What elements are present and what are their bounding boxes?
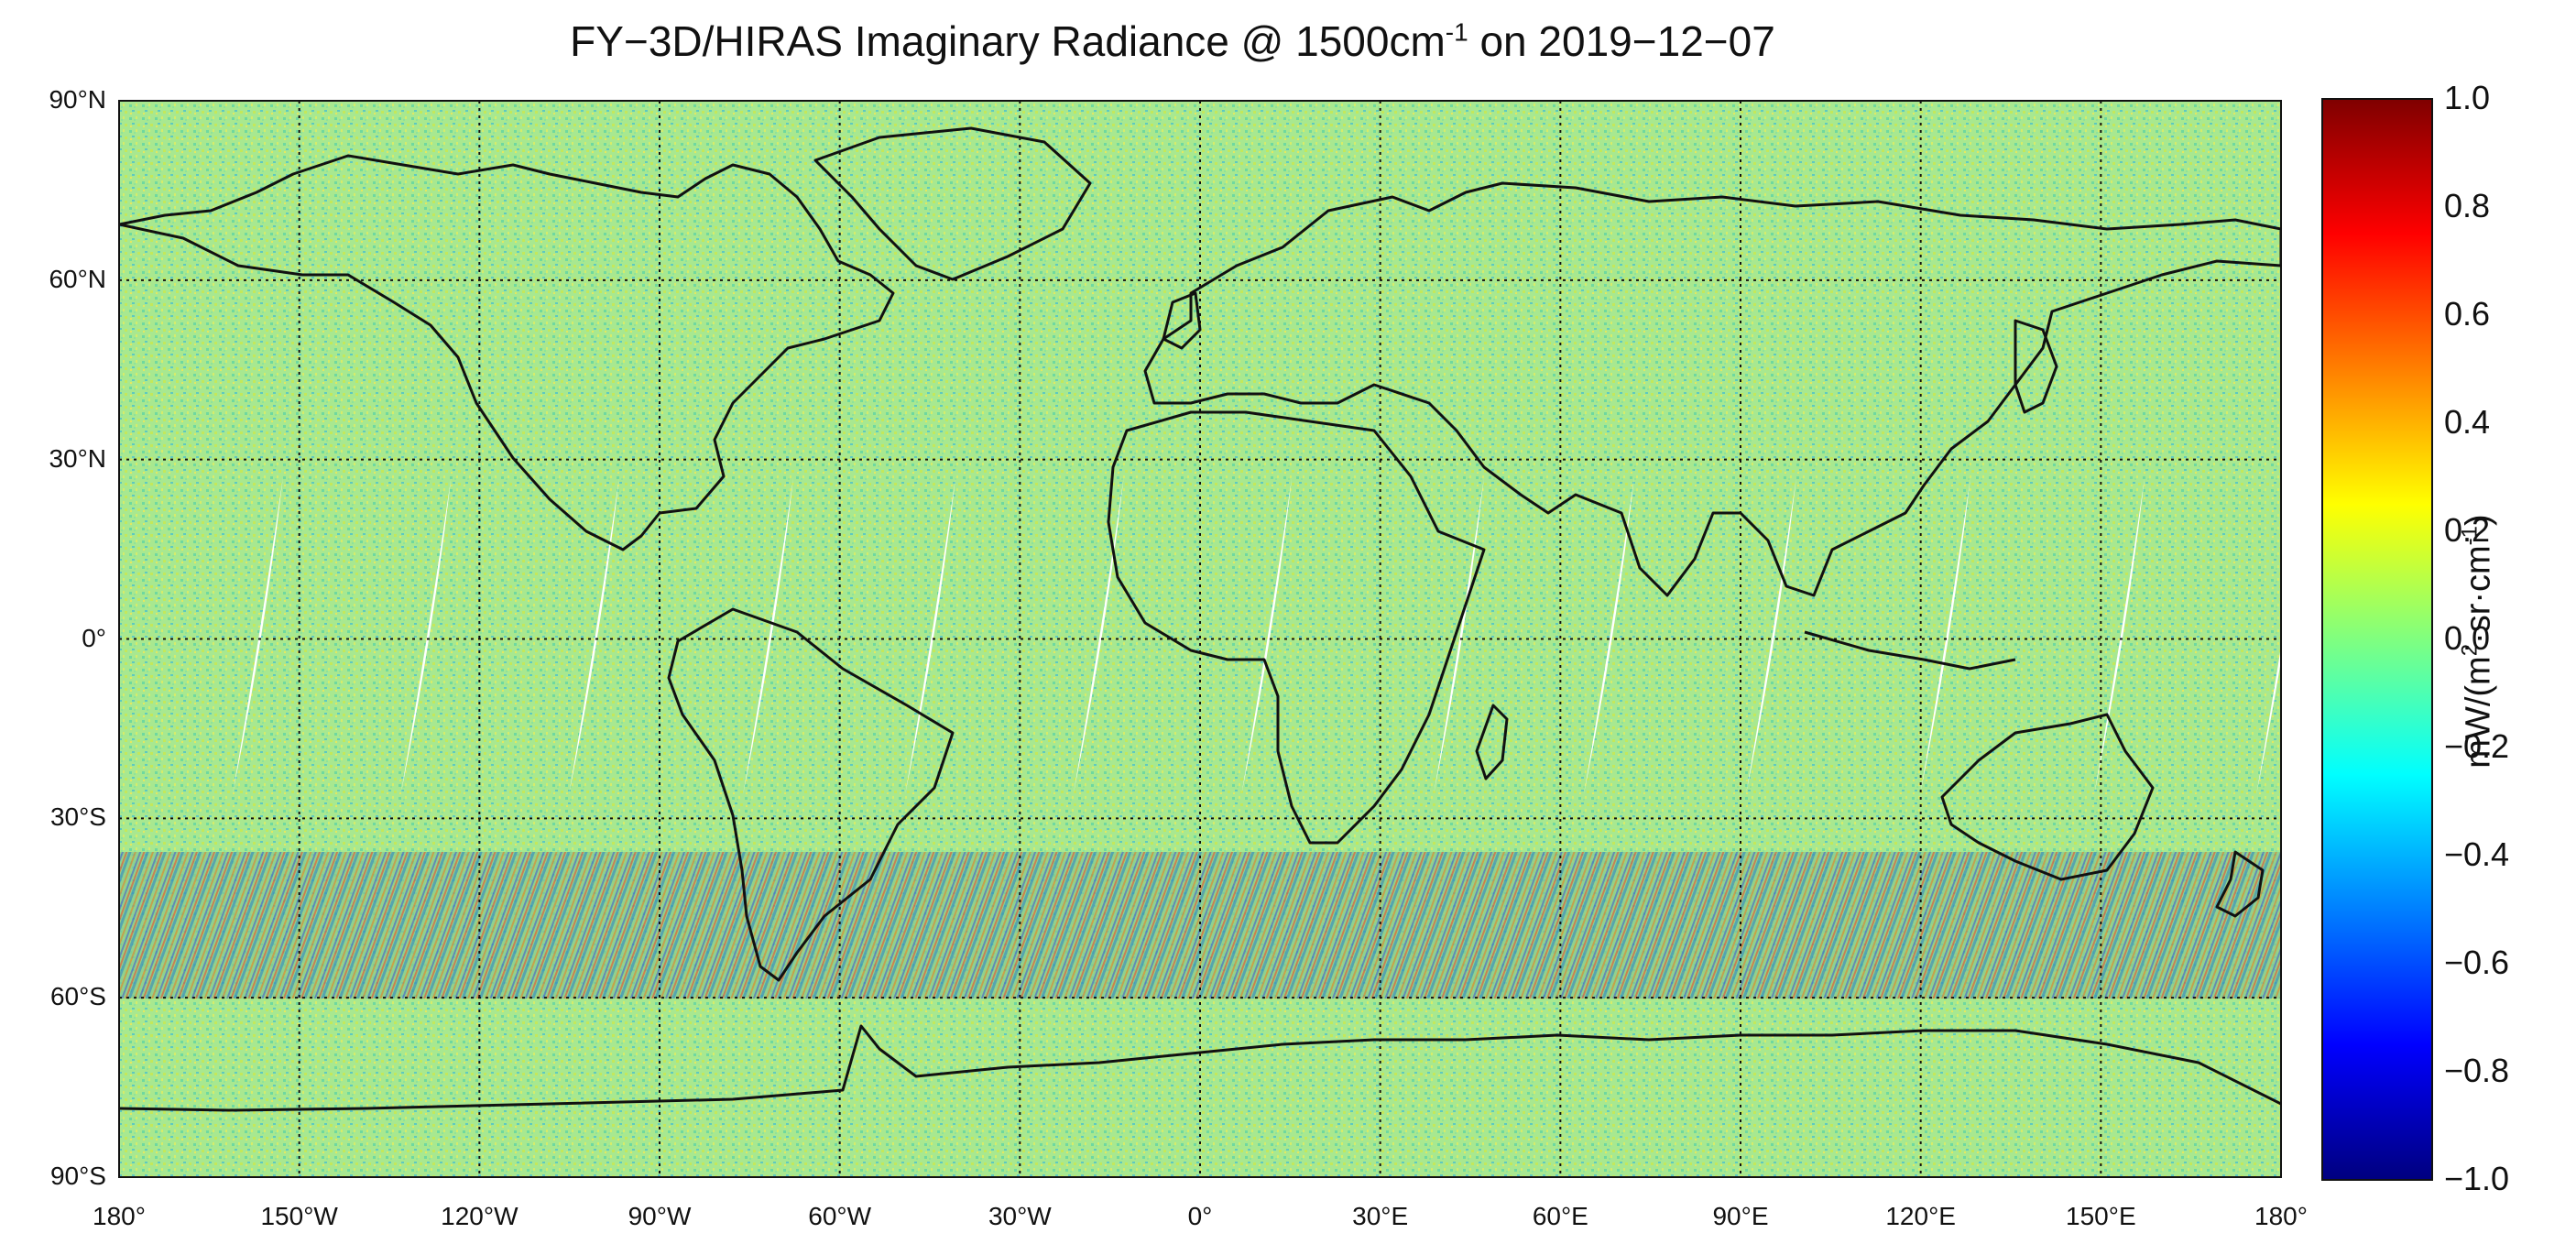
coast-britain	[1162, 291, 1202, 350]
lon-label-1: 150°W	[260, 1202, 338, 1230]
title-suffix: on 2019−12−07	[1468, 17, 1775, 65]
colorbar-tick-6: −0.2	[2444, 727, 2510, 765]
lat-label-6: 90°S	[49, 1162, 106, 1190]
colorbar-tick-10: −1.0	[2444, 1160, 2510, 1197]
colorbar-tick-5: 0.0	[2444, 619, 2491, 657]
lat-label-2: 30°N	[49, 443, 106, 473]
colorbar-tick-4: 0.2	[2444, 511, 2491, 549]
lat-label-0: 90°N	[49, 85, 106, 114]
colorbar-tick-1: 0.8	[2444, 187, 2491, 224]
lon-label-7: 30°E	[1352, 1202, 1409, 1230]
lon-label-4: 60°W	[808, 1202, 872, 1230]
coast-japan	[2014, 319, 2058, 414]
coast-australia	[1940, 713, 2155, 881]
lat-label-5: 60°S	[49, 982, 106, 1011]
lon-label-10: 120°E	[1885, 1202, 1956, 1230]
colorbar-label: mW/(m2·sr·cm-1)	[2458, 514, 2499, 768]
unit-part-2: ·sr·cm	[2459, 545, 2498, 644]
coast-new-zealand	[2215, 850, 2265, 918]
lat-label-3: 0°	[82, 623, 106, 652]
radiance-field	[119, 101, 2281, 1177]
coast-greenland	[813, 126, 1092, 281]
colorbar-tick-2: 0.6	[2444, 295, 2491, 333]
coast-madagascar	[1475, 704, 1509, 780]
lon-label-5: 30°W	[988, 1202, 1052, 1230]
map-frame	[118, 100, 2282, 1178]
lat-label-4: 30°S	[49, 802, 106, 832]
coast-eurasia	[1143, 181, 2281, 597]
colorbar-tick-3: 0.4	[2444, 403, 2491, 441]
southern-noise-band	[119, 852, 2281, 999]
colorbar-tick-7: −0.4	[2444, 835, 2510, 873]
coast-antarctica	[119, 1024, 2281, 1112]
lon-label-6: 0°	[1187, 1202, 1213, 1230]
colorbar-gradient	[2321, 98, 2433, 1181]
graticule	[119, 101, 2281, 1177]
unit-part-3: )	[2459, 514, 2498, 526]
unit-part-1: mW/(m	[2459, 656, 2498, 769]
lon-label-9: 90°E	[1712, 1202, 1769, 1230]
unit-exp-1: 2	[2457, 643, 2483, 657]
lon-label-0: 180°	[93, 1202, 146, 1230]
lon-label-11: 150°E	[2066, 1202, 2136, 1230]
title-prefix: FY−3D/HIRAS Imaginary Radiance @ 1500cm	[570, 17, 1446, 65]
map-title: FY−3D/HIRAS Imaginary Radiance @ 1500cm-…	[0, 16, 2345, 66]
lon-label-2: 120°W	[441, 1202, 518, 1230]
title-exponent: -1	[1445, 17, 1468, 47]
lon-label-3: 90°W	[628, 1202, 692, 1230]
coastlines	[119, 126, 2281, 1112]
lat-label-1: 60°N	[49, 264, 106, 293]
coast-south-america	[667, 607, 955, 982]
lon-label-8: 60°E	[1532, 1202, 1588, 1230]
colorbar-tick-9: −0.8	[2444, 1052, 2510, 1089]
coast-indonesia	[1804, 630, 2016, 671]
coast-north-america	[119, 154, 895, 551]
colorbar-tick-0: 1.0	[2444, 79, 2491, 116]
lon-label-12: 180°	[2254, 1202, 2308, 1230]
colorbar-tick-8: −0.6	[2444, 944, 2510, 981]
unit-exp-2: -1	[2457, 525, 2483, 546]
